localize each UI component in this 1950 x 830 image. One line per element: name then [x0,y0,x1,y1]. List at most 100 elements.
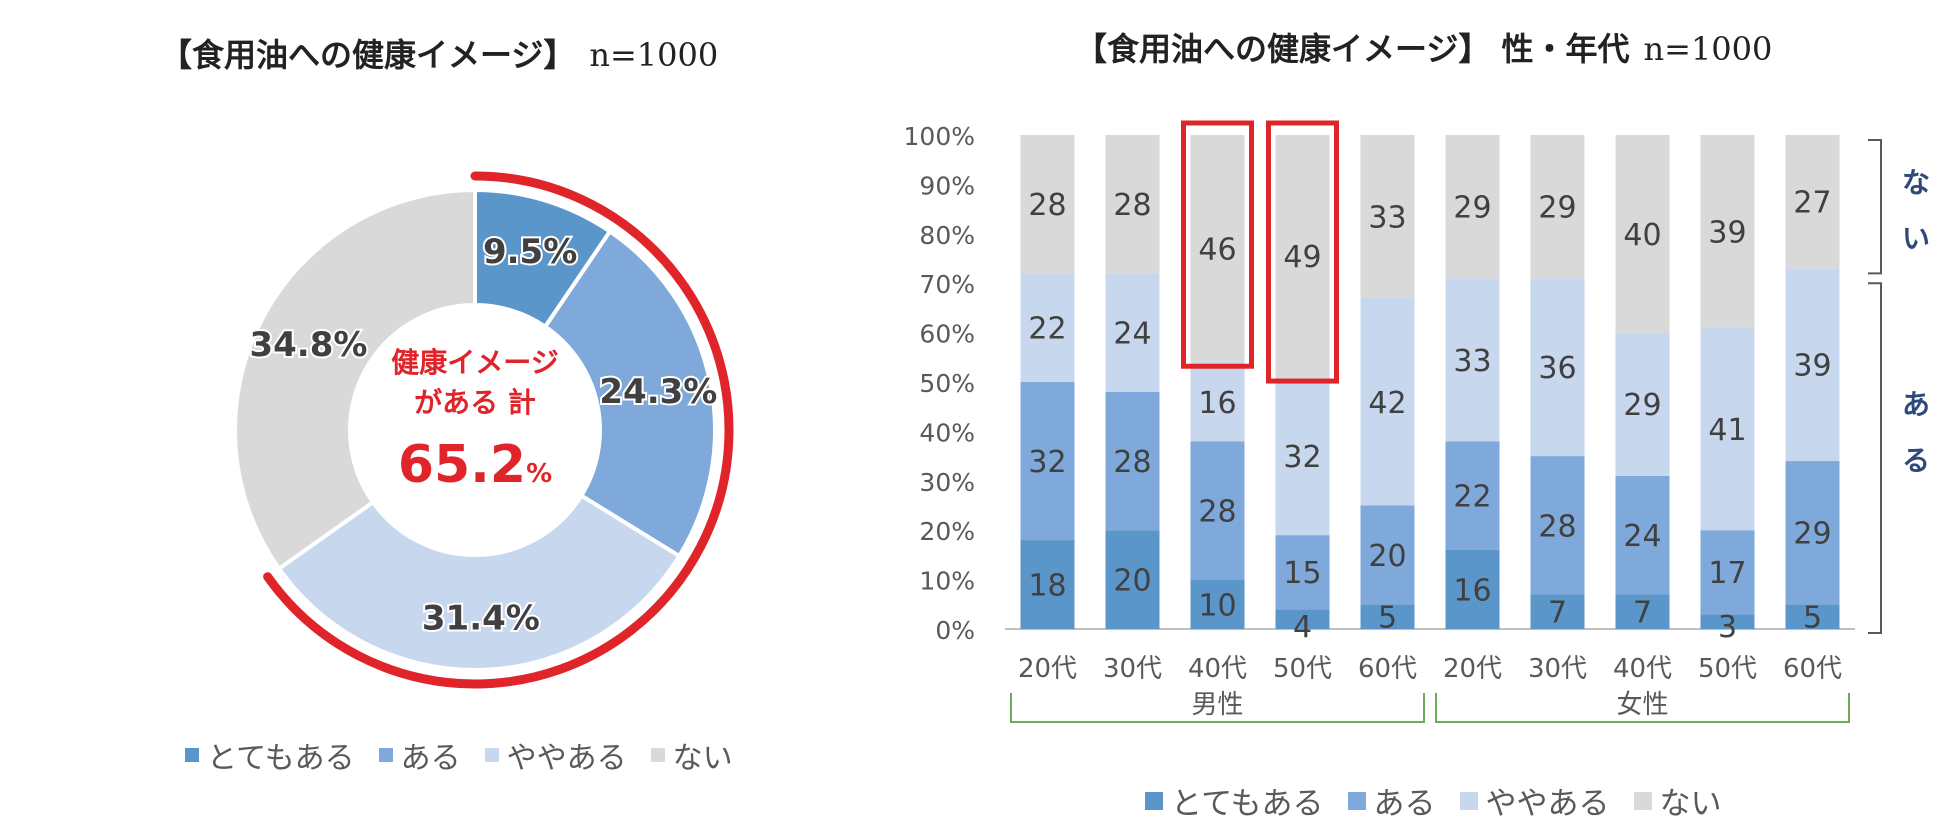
donut-legend-item: ある [378,733,461,777]
bar-data-label: 7 [1633,596,1652,631]
bar-data-label: 28 [1028,188,1066,223]
y-tick-label: 60% [919,320,975,349]
donut-title-text: 【食用油への健康イメージ】 [160,36,576,74]
bar-title-text: 【食用油への健康イメージ】 性・年代 [1075,30,1630,68]
bar-data-label: 46 [1198,233,1236,268]
bar-segment [1360,604,1415,629]
highlight-arc [263,171,734,689]
group-label: 男性 [1191,690,1243,720]
bar-data-label: 39 [1708,215,1746,250]
bar-segment [1530,456,1585,595]
bar-data-label: 29 [1793,517,1831,552]
bar-data-label: 10 [1198,588,1236,623]
bar-data-label: 49 [1283,240,1321,275]
bar-data-label: 16 [1198,386,1236,421]
legend-swatch [1459,791,1478,810]
bar-data-label: 29 [1623,388,1661,423]
donut-legend-item: とてもある [185,733,355,777]
side-label-aru: あ [1902,388,1930,421]
donut-slice-3 [276,492,682,672]
bar-data-label: 7 [1548,596,1567,631]
bar-segment [1190,579,1245,629]
bar-segment [1105,391,1160,531]
x-tick-label: 50代 [1273,654,1332,684]
y-tick-label: 20% [919,517,975,546]
center-label-line2: がある 計 [414,386,536,419]
bar-segment [1700,135,1755,328]
bar-segment [1530,594,1585,629]
legend-label: とてもある [1171,786,1324,822]
bar-data-label: 5 [1803,601,1822,636]
bar-data-label: 40 [1623,218,1661,253]
x-tick-label: 60代 [1358,654,1417,684]
bar-segment [1105,273,1160,392]
y-tick-label: 40% [919,418,975,447]
y-tick-label: 100% [904,122,975,151]
bar-legend-item: とてもある [1145,778,1324,823]
x-tick-label: 20代 [1443,654,1502,684]
bar-segment [1785,135,1840,269]
x-tick-label: 20代 [1018,654,1077,684]
bar-data-label: 4 [1293,610,1312,645]
side-label-nai: な [1902,166,1930,199]
legend-swatch [650,748,665,762]
bar-data-label: 29 [1453,191,1491,226]
bar-chart-title: 【食用油への健康イメージ】 性・年代 n=1000 [1075,24,1772,70]
donut-legend-item: ない [650,733,733,777]
bar-data-label: 22 [1028,312,1066,347]
bar-segment [1615,332,1670,476]
y-tick-label: 90% [919,171,975,200]
y-tick-label: 70% [919,270,975,299]
bar-segment [1020,382,1075,541]
bar-segment [1105,530,1160,629]
legend-swatch [1145,791,1163,810]
x-tick-label: 30代 [1103,654,1162,684]
bar-data-label: 20 [1113,564,1151,599]
y-tick-label: 50% [919,369,975,398]
highlight-box [1266,120,1339,384]
donut-n-label: n=1000 [589,36,719,74]
bar-data-label: 3 [1718,610,1737,645]
bar-data-label: 5 [1378,601,1397,636]
bar-segment [1700,614,1755,629]
center-total-value: 65.2% [398,435,552,495]
donut-data-label: 34.8% [249,325,367,365]
bar-legend-item: ある [1347,778,1436,823]
x-tick-label: 50代 [1698,654,1757,684]
group-bracket [1010,693,1425,723]
x-tick-label: 60代 [1783,654,1842,684]
legend-swatch [185,748,199,762]
bar-data-label: 16 [1453,573,1491,608]
bar-data-label: 17 [1708,556,1746,591]
y-tick-label: 10% [919,567,975,596]
side-label-aru: る [1902,444,1930,477]
bar-data-label: 18 [1028,569,1066,604]
bar-segment [1445,135,1500,279]
bar-data-label: 28 [1113,445,1151,480]
bar-legend: とてもある ある ややある ない [1145,778,1746,823]
bar-data-label: 28 [1538,509,1576,544]
none-brace [1868,139,1882,275]
donut-data-label: 9.5% [483,232,577,272]
bar-segment [1785,268,1840,462]
bar-segment [1785,604,1840,629]
bar-segment [1615,594,1670,629]
legend-label: ある [400,741,461,776]
legend-swatch [1633,791,1652,810]
bar-n-label: n=1000 [1643,30,1773,68]
donut-title: 【食用油への健康イメージ】 n=1000 [160,30,718,76]
y-tick-label: 80% [919,221,975,250]
bar-data-label: 15 [1283,556,1321,591]
bar-segment [1700,530,1755,615]
bar-segment [1530,135,1585,279]
bar-legend-item: ない [1633,778,1722,823]
legend-label: ない [672,741,733,776]
aru-brace [1868,282,1882,634]
group-label: 女性 [1616,690,1668,720]
x-tick-label: 40代 [1188,654,1247,684]
bar-data-label: 28 [1198,494,1236,529]
bar-segment [1530,278,1585,457]
bar-data-label: 33 [1368,201,1406,236]
